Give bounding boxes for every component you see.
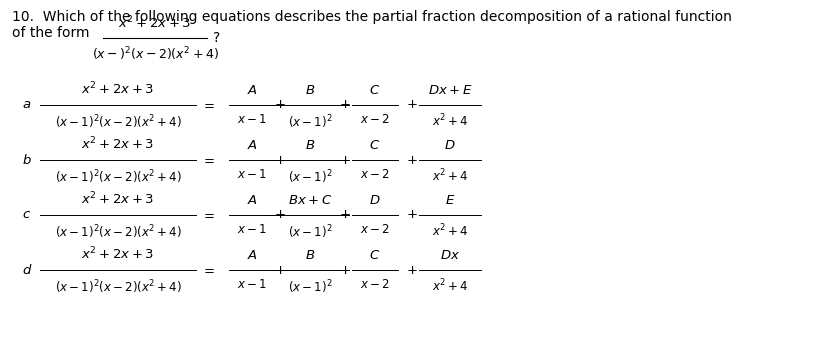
Text: $x-2$: $x-2$ bbox=[360, 113, 390, 126]
Text: $B$: $B$ bbox=[304, 84, 315, 97]
Text: $(x-)^2(x-2)(x^2+4)$: $(x-)^2(x-2)(x^2+4)$ bbox=[92, 45, 218, 62]
Text: $D$: $D$ bbox=[443, 139, 455, 152]
Text: $x-2$: $x-2$ bbox=[360, 168, 390, 181]
Text: $x-2$: $x-2$ bbox=[360, 278, 390, 291]
Text: $x-1$: $x-1$ bbox=[237, 168, 267, 181]
Text: $A$: $A$ bbox=[246, 194, 257, 207]
Text: $C$: $C$ bbox=[369, 249, 380, 262]
Text: $Dx+E$: $Dx+E$ bbox=[428, 84, 471, 97]
Text: $A$: $A$ bbox=[246, 139, 257, 152]
Text: $C$: $C$ bbox=[369, 84, 380, 97]
Text: $(x-1)^2(x-2)(x^2+4)$: $(x-1)^2(x-2)(x^2+4)$ bbox=[55, 113, 181, 131]
Text: $x^2+4$: $x^2+4$ bbox=[431, 168, 468, 185]
Text: $(x-1)^2$: $(x-1)^2$ bbox=[287, 168, 332, 185]
Text: $=$: $=$ bbox=[201, 154, 215, 167]
Text: $a$: $a$ bbox=[22, 98, 31, 111]
Text: $E$: $E$ bbox=[444, 194, 455, 207]
Text: $Bx+C$: $Bx+C$ bbox=[288, 194, 332, 207]
Text: $x^2+4$: $x^2+4$ bbox=[431, 113, 468, 130]
Text: $x^2+4$: $x^2+4$ bbox=[431, 223, 468, 240]
Text: $+$: $+$ bbox=[339, 154, 351, 167]
Text: $+$: $+$ bbox=[406, 208, 418, 221]
Text: $+$: $+$ bbox=[339, 208, 351, 221]
Text: $=$: $=$ bbox=[201, 98, 215, 111]
Text: $=$: $=$ bbox=[201, 264, 215, 277]
Text: $(x-1)^2$: $(x-1)^2$ bbox=[287, 278, 332, 295]
Text: $(x-1)^2(x-2)(x^2+4)$: $(x-1)^2(x-2)(x^2+4)$ bbox=[55, 278, 181, 295]
Text: $x^2+4$: $x^2+4$ bbox=[431, 278, 468, 295]
Text: $+$: $+$ bbox=[406, 154, 418, 167]
Text: $x^2+2x+3$: $x^2+2x+3$ bbox=[81, 80, 155, 97]
Text: $+$: $+$ bbox=[274, 264, 285, 277]
Text: $D$: $D$ bbox=[369, 194, 380, 207]
Text: $b$: $b$ bbox=[22, 153, 31, 167]
Text: $+$: $+$ bbox=[339, 264, 351, 277]
Text: $x^2+2x+3$: $x^2+2x+3$ bbox=[118, 15, 191, 31]
Text: $x-1$: $x-1$ bbox=[237, 278, 267, 291]
Text: $+$: $+$ bbox=[274, 208, 285, 221]
Text: $x-1$: $x-1$ bbox=[237, 223, 267, 236]
Text: $A$: $A$ bbox=[246, 249, 257, 262]
Text: $x-1$: $x-1$ bbox=[237, 113, 267, 126]
Text: $Dx$: $Dx$ bbox=[439, 249, 460, 262]
Text: $x^2+2x+3$: $x^2+2x+3$ bbox=[81, 245, 155, 262]
Text: $+$: $+$ bbox=[406, 98, 418, 111]
Text: $(x-1)^2(x-2)(x^2+4)$: $(x-1)^2(x-2)(x^2+4)$ bbox=[55, 223, 181, 241]
Text: $C$: $C$ bbox=[369, 139, 380, 152]
Text: $=$: $=$ bbox=[201, 208, 215, 221]
Text: $x^2+2x+3$: $x^2+2x+3$ bbox=[81, 191, 155, 207]
Text: $A$: $A$ bbox=[246, 84, 257, 97]
Text: $+$: $+$ bbox=[406, 264, 418, 277]
Text: of the form: of the form bbox=[12, 26, 89, 40]
Text: $+$: $+$ bbox=[339, 98, 351, 111]
Text: $(x-1)^2(x-2)(x^2+4)$: $(x-1)^2(x-2)(x^2+4)$ bbox=[55, 168, 181, 185]
Text: $(x-1)^2$: $(x-1)^2$ bbox=[287, 223, 332, 241]
Text: $B$: $B$ bbox=[304, 249, 315, 262]
Text: $x-2$: $x-2$ bbox=[360, 223, 390, 236]
Text: $d$: $d$ bbox=[22, 263, 32, 277]
Text: $+$: $+$ bbox=[274, 154, 285, 167]
Text: $(x-1)^2$: $(x-1)^2$ bbox=[287, 113, 332, 131]
Text: $+$: $+$ bbox=[274, 98, 285, 111]
Text: 10.  Which of the following equations describes the partial fraction decompositi: 10. Which of the following equations des… bbox=[12, 10, 731, 24]
Text: $c$: $c$ bbox=[22, 208, 31, 221]
Text: $?$: $?$ bbox=[212, 31, 220, 45]
Text: $x^2+2x+3$: $x^2+2x+3$ bbox=[81, 135, 155, 152]
Text: $B$: $B$ bbox=[304, 139, 315, 152]
